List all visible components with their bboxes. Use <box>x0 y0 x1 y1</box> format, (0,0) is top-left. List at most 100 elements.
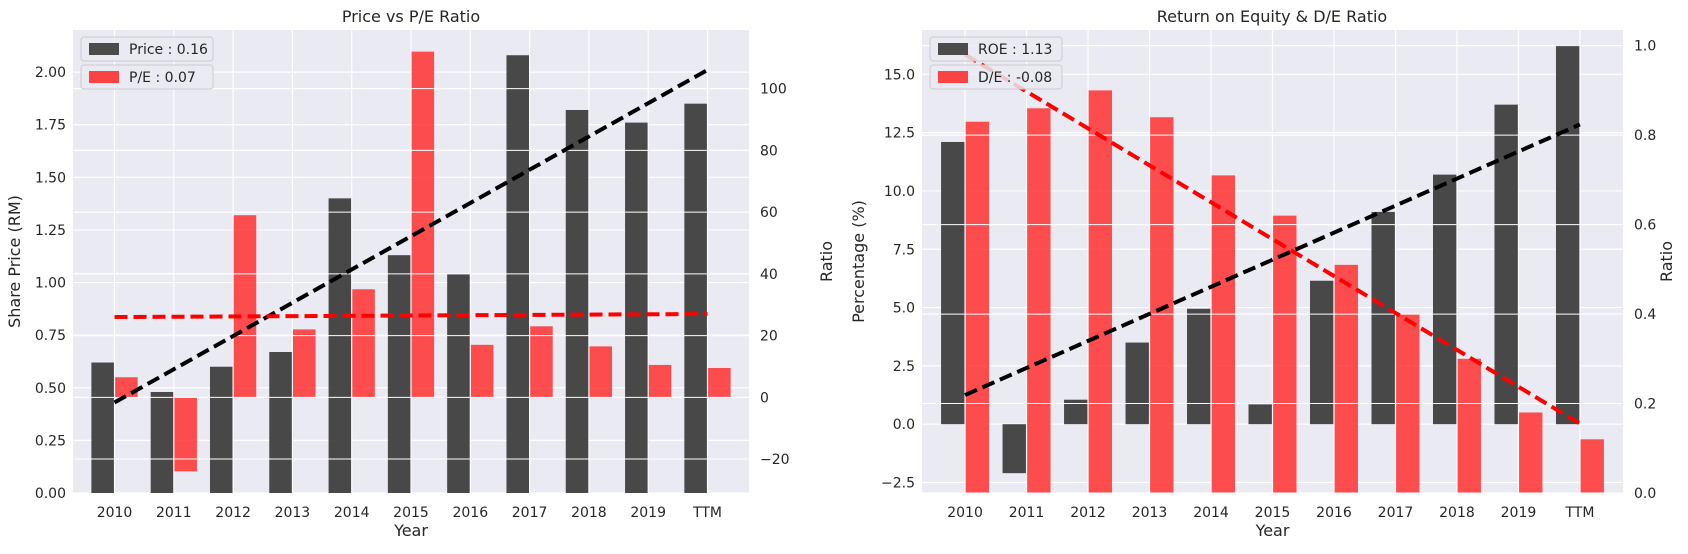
x-tick-label: 2017 <box>512 505 548 521</box>
y2-axis-label: Ratio <box>817 241 836 282</box>
y2-tick-label: 0 <box>760 390 769 406</box>
y-tick-label: 1.75 <box>35 118 66 134</box>
y-tick-label: 1.25 <box>35 223 66 239</box>
bars-layer <box>922 45 1623 493</box>
x-tick-label: 2010 <box>947 505 983 521</box>
bar <box>708 367 731 398</box>
bar <box>1580 439 1604 493</box>
legend-label: D/E : -0.08 <box>978 70 1052 86</box>
y-tick-label: 1.50 <box>35 170 66 186</box>
bar <box>1519 412 1543 493</box>
x-tick-label: 2013 <box>275 505 311 521</box>
y-axis-label: Percentage (%) <box>849 200 868 323</box>
y-tick-label: 1.00 <box>35 276 66 292</box>
bar <box>1371 211 1395 425</box>
bar <box>530 326 553 398</box>
bar <box>1555 45 1580 425</box>
y-tick-label: 7.5 <box>893 242 915 258</box>
y2-tick-label: 20 <box>760 329 778 345</box>
chart-title: Return on Equity & D/E Ratio <box>1157 7 1387 26</box>
bar <box>565 109 589 493</box>
legend-swatch <box>89 71 119 83</box>
x-tick-label: 2011 <box>156 505 192 521</box>
x-tick-label: 2012 <box>1070 505 1106 521</box>
bar <box>1396 314 1420 493</box>
bar <box>625 122 648 493</box>
bar <box>1211 175 1235 493</box>
bar <box>1310 280 1334 425</box>
x-tick-label: 2014 <box>1193 505 1229 521</box>
x-tick-label: 2010 <box>97 505 133 521</box>
y-tick-label: 15.0 <box>884 67 915 83</box>
y-axis-label: Share Price (RM) <box>5 195 24 328</box>
x-axis-label: Year <box>393 521 428 540</box>
y2-tick-label: 0.0 <box>1634 486 1656 502</box>
bar <box>1064 399 1088 425</box>
bar <box>1494 104 1518 425</box>
y2-tick-label: 0.8 <box>1634 128 1656 144</box>
bar <box>1002 424 1026 474</box>
y2-tick-label: 0.4 <box>1634 307 1656 323</box>
bar <box>447 274 470 493</box>
x-tick-label: 2019 <box>630 505 666 521</box>
y2-tick-label: 80 <box>760 143 778 159</box>
bar <box>292 329 316 398</box>
bar <box>470 344 494 398</box>
bar <box>1125 342 1149 425</box>
bar <box>387 255 411 493</box>
bar <box>150 391 174 493</box>
legend-label: P/E : 0.07 <box>129 70 196 86</box>
y2-tick-label: 60 <box>760 205 778 221</box>
x-tick-label: 2018 <box>571 505 607 521</box>
bar <box>684 103 707 493</box>
x-axis-label: Year <box>1255 521 1290 540</box>
bar <box>1150 117 1174 493</box>
x-tick-label: 2019 <box>1501 505 1537 521</box>
y2-tick-label: 40 <box>760 267 778 283</box>
bar <box>209 366 233 493</box>
y-tick-label: 10.0 <box>884 184 915 200</box>
bar <box>233 215 257 398</box>
bar <box>1088 90 1113 493</box>
legend-swatch <box>89 43 119 55</box>
bar <box>1334 264 1358 493</box>
y-tick-label: 0.50 <box>35 381 66 397</box>
x-tick-label: 2013 <box>1132 505 1168 521</box>
bar <box>1432 174 1457 425</box>
x-tick-label: 2017 <box>1378 505 1414 521</box>
y-tick-label: −2.5 <box>881 476 915 492</box>
y2-tick-label: 0.6 <box>1634 218 1656 234</box>
y2-tick-label: 0.2 <box>1634 397 1656 413</box>
x-tick-label: 2016 <box>1316 505 1352 521</box>
legend-swatch <box>938 43 968 55</box>
bar <box>411 51 435 398</box>
chart-title: Price vs P/E Ratio <box>342 7 480 26</box>
roe-de-chart: −2.5 0.0 2.5 5.0 7.5 10.0 12.5 15.0 0.0 0.2 0.4 0.6… <box>849 7 1676 540</box>
trend-line <box>964 122 1581 397</box>
x-tick-label: 2014 <box>334 505 370 521</box>
y-tick-label: 2.00 <box>35 65 66 81</box>
bar <box>589 346 613 398</box>
y2-tick-label: −20 <box>760 452 790 468</box>
bar <box>1457 358 1481 493</box>
legend-label: Price : 0.16 <box>129 42 208 58</box>
legend-label: ROE : 1.13 <box>978 42 1052 58</box>
y-tick-label: 0.25 <box>35 433 66 449</box>
bars-layer <box>73 51 749 493</box>
x-tick-label: TTM <box>1564 505 1594 521</box>
bar <box>1027 108 1051 493</box>
bar <box>941 141 965 425</box>
bar <box>269 351 292 493</box>
y2-tick-label: 1.0 <box>1634 39 1656 55</box>
y2-axis-label: Ratio <box>1657 241 1676 282</box>
legend-swatch <box>938 71 968 83</box>
bar <box>91 362 114 493</box>
bar <box>965 121 990 493</box>
y-tick-label: 12.5 <box>884 126 915 142</box>
bar <box>1187 308 1211 425</box>
trend-line <box>964 52 1581 426</box>
y2-tick-label: 100 <box>760 82 787 98</box>
bar <box>352 289 375 398</box>
y-tick-label: 0.0 <box>893 417 915 433</box>
